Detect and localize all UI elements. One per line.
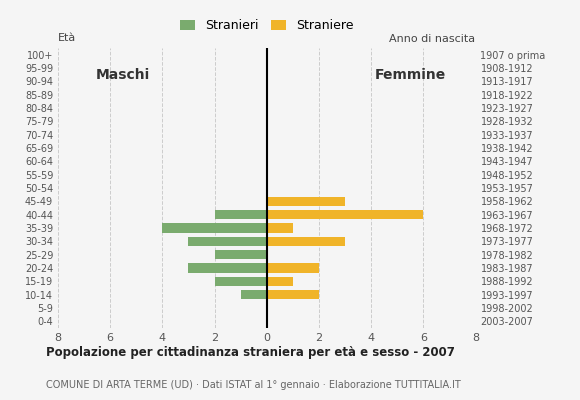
Bar	[215, 250, 267, 260]
Bar	[188, 263, 267, 273]
Bar	[267, 276, 293, 286]
Bar	[267, 210, 423, 220]
Text: Anno di nascita: Anno di nascita	[390, 34, 476, 44]
Text: Femmine: Femmine	[375, 68, 446, 82]
Bar	[215, 210, 267, 220]
Text: Età: Età	[58, 33, 76, 43]
Bar	[267, 290, 319, 300]
Text: Maschi: Maschi	[96, 68, 150, 82]
Bar	[267, 223, 293, 233]
Bar	[241, 290, 267, 300]
Text: COMUNE DI ARTA TERME (UD) · Dati ISTAT al 1° gennaio · Elaborazione TUTTITALIA.I: COMUNE DI ARTA TERME (UD) · Dati ISTAT a…	[46, 380, 461, 390]
Bar	[267, 263, 319, 273]
Text: Popolazione per cittadinanza straniera per età e sesso - 2007: Popolazione per cittadinanza straniera p…	[46, 346, 455, 359]
Bar	[162, 223, 267, 233]
Bar	[188, 236, 267, 246]
Bar	[215, 276, 267, 286]
Bar	[267, 236, 345, 246]
Legend: Stranieri, Straniere: Stranieri, Straniere	[175, 14, 358, 38]
Bar	[267, 196, 345, 206]
